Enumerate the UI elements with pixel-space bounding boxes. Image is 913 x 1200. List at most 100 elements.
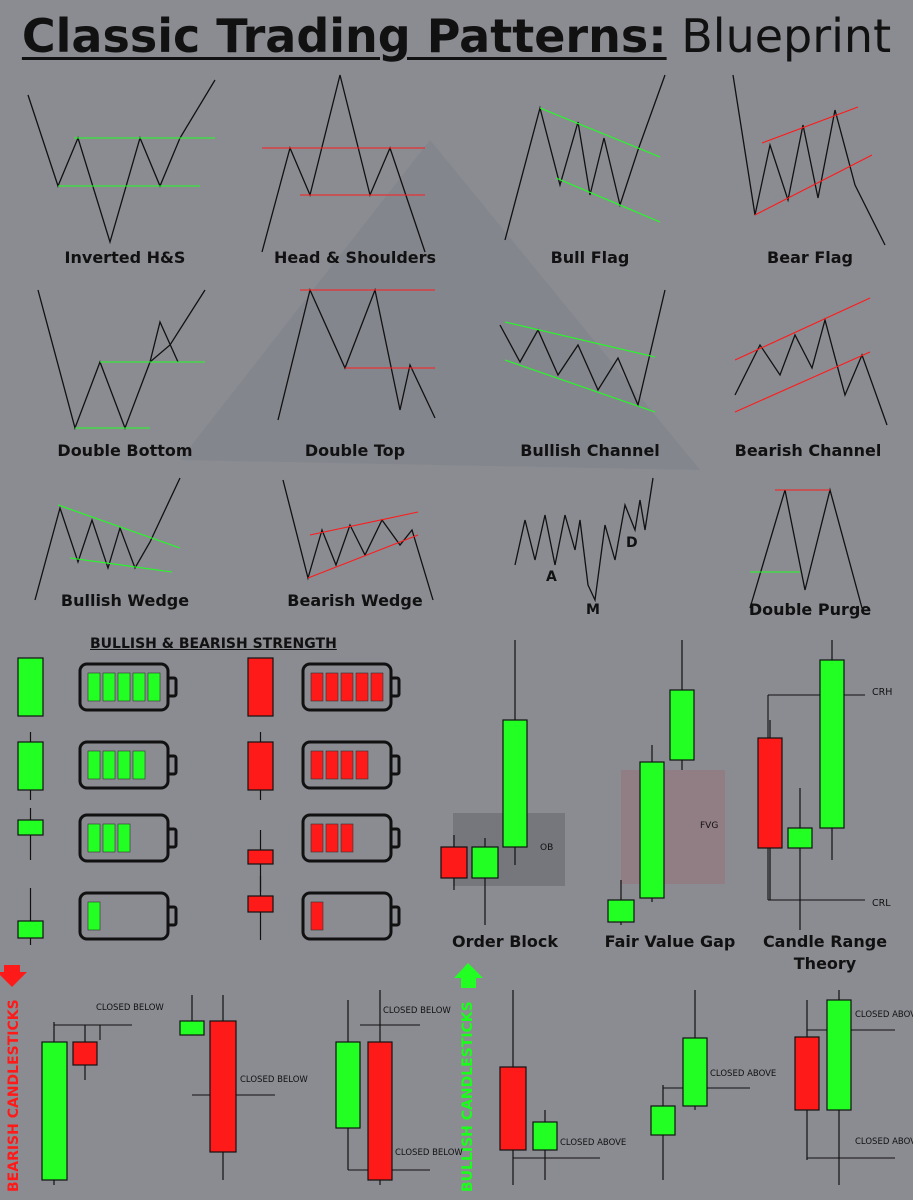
- inverted-hs-line: [27, 79, 216, 245]
- bearish-channel-lower: [734, 351, 871, 413]
- bear-ex3-candle-green-body: [335, 1041, 361, 1129]
- amd-line: [514, 477, 654, 603]
- bear-battery-2-cell-1: [310, 750, 324, 780]
- label-crt-line1: Candle Range: [762, 932, 888, 951]
- label-bear-flag: Bear Flag: [767, 248, 853, 267]
- strength-bear-candle-4-body: [247, 895, 274, 913]
- bear-note-4: CLOSED BELOW: [395, 1148, 463, 1158]
- fvg-candle-2-body: [639, 761, 665, 899]
- bullish-channel-lower: [504, 359, 656, 413]
- label-bearish-wedge: Bearish Wedge: [287, 591, 423, 610]
- bear-battery-1-terminal: [389, 676, 401, 698]
- bull-battery-2-terminal: [166, 754, 178, 776]
- bullish-channel-upper: [504, 321, 656, 358]
- label-bullish-channel: Bullish Channel: [520, 441, 660, 460]
- fvg-candle-1-body: [607, 899, 635, 923]
- bear-note-2: CLOSED BELOW: [240, 1075, 308, 1085]
- bull-battery-4-terminal: [166, 905, 178, 927]
- bull-flag-lower-trend: [555, 177, 661, 223]
- label-double-top: Double Top: [304, 441, 406, 460]
- label-double-bottom: Double Bottom: [57, 441, 193, 460]
- label-bull-flag: Bull Flag: [550, 248, 630, 267]
- bull-battery-1-terminal: [166, 676, 178, 698]
- bear-battery-2-cell-3: [340, 750, 354, 780]
- bullish-candlesticks-title: BULLISH CANDLESTICKS: [460, 1001, 476, 1192]
- bull-note-3: CLOSED ABOVE: [855, 1010, 913, 1020]
- bear-flag-lower-trend: [754, 154, 873, 216]
- bearish-candlesticks-title: BEARISH CANDLESTICKS: [6, 999, 22, 1192]
- bull-ex3-candle-red-body: [794, 1036, 820, 1111]
- bull-battery-1-cell-1: [87, 672, 101, 702]
- label-crt-line2: Theory: [793, 954, 857, 973]
- bear-battery-1-cell-1: [310, 672, 324, 702]
- ob-tag: OB: [540, 843, 554, 853]
- strength-bear-candle-1-body: [247, 657, 274, 717]
- bull-ex1-candle-green-body: [532, 1121, 558, 1151]
- bear-battery-4-cell-1: [310, 901, 324, 931]
- crt-high: CRH: [872, 687, 893, 698]
- bear-ex3-candle-red-body: [367, 1041, 393, 1181]
- bear-battery-1-cell-3: [340, 672, 354, 702]
- bear-battery-3-cell-2: [325, 823, 339, 853]
- bearish-arrow-icon: [0, 965, 27, 987]
- label-head-shoulders: Head & Shoulders: [273, 248, 437, 267]
- bull-ex2-candle-green-2-body: [682, 1037, 708, 1107]
- bearish-channel-upper: [734, 297, 871, 361]
- bull-ex2-candle-green-body: [650, 1105, 676, 1136]
- bear-battery-2-cell-4: [355, 750, 369, 780]
- bullish-arrow-icon: [454, 963, 483, 988]
- strength-bear-candle-3-body: [247, 849, 274, 865]
- bullish-channel-line: [499, 289, 666, 408]
- bull-ex3-candle-green-body: [826, 999, 852, 1111]
- page-title: Classic Trading Patterns: Blueprint: [0, 8, 913, 64]
- bull-battery-1-cell-2: [102, 672, 116, 702]
- bearish-wedge-lower: [307, 534, 419, 579]
- label-fvg: Fair Value Gap: [604, 932, 736, 951]
- bull-battery-3-cell-1: [87, 823, 101, 853]
- bullish-wedge-upper: [57, 504, 181, 549]
- bull-flag-line: [504, 74, 666, 241]
- bull-battery-1-cell-4: [132, 672, 146, 702]
- bullish-wedge-line: [34, 477, 181, 601]
- bear-ex2-candle-red-body: [209, 1020, 237, 1153]
- label-inverted-hs: Inverted H&S: [64, 248, 186, 267]
- bear-battery-4-terminal: [389, 905, 401, 927]
- title-regular: Blueprint: [681, 9, 892, 63]
- strength-bear-candle-2-body: [247, 741, 274, 791]
- bull-battery-4-cell-1: [87, 901, 101, 931]
- crt-candle-sweep-body: [787, 827, 813, 849]
- double-bottom-extra: [149, 320, 179, 363]
- crt-candle-range-body: [757, 737, 783, 849]
- ob-candle-bear-body: [440, 846, 468, 879]
- bear-battery-3-cell-1: [310, 823, 324, 853]
- title-bold: Classic Trading Patterns:: [21, 9, 667, 63]
- bull-battery-1-cell-3: [117, 672, 131, 702]
- bear-battery-3-terminal: [389, 827, 401, 849]
- fvg-zone: [621, 770, 725, 884]
- bull-battery-2-cell-3: [117, 750, 131, 780]
- bearish-channel-line: [734, 317, 888, 426]
- bull-ex1-candle-red-body: [499, 1066, 527, 1151]
- bear-battery-3-cell-3: [340, 823, 354, 853]
- bull-battery-2-cell-2: [102, 750, 116, 780]
- watermark-triangle: [180, 140, 700, 470]
- label-bearish-channel: Bearish Channel: [734, 441, 882, 460]
- bear-battery-1-cell-2: [325, 672, 339, 702]
- label-order-block: Order Block: [451, 932, 559, 951]
- amd-letter-a: A: [546, 569, 557, 585]
- double-bottom-line: [37, 289, 206, 431]
- strength-bull-candle-1-body: [17, 657, 44, 717]
- bear-battery-1-cell-4: [355, 672, 369, 702]
- bear-ex1-candle-green: [41, 1041, 68, 1181]
- bearish-wedge-upper: [309, 511, 419, 536]
- bear-battery-2-cell-2: [325, 750, 339, 780]
- bull-note-1: CLOSED ABOVE: [560, 1138, 627, 1148]
- bull-flag-upper-trend: [539, 107, 661, 158]
- ob-candle-impulse-body: [502, 719, 528, 848]
- crt-candle-expansion-body: [819, 659, 845, 829]
- bull-battery-2-cell-1: [87, 750, 101, 780]
- bull-battery-3-terminal: [166, 827, 178, 849]
- bull-battery-3-cell-2: [102, 823, 116, 853]
